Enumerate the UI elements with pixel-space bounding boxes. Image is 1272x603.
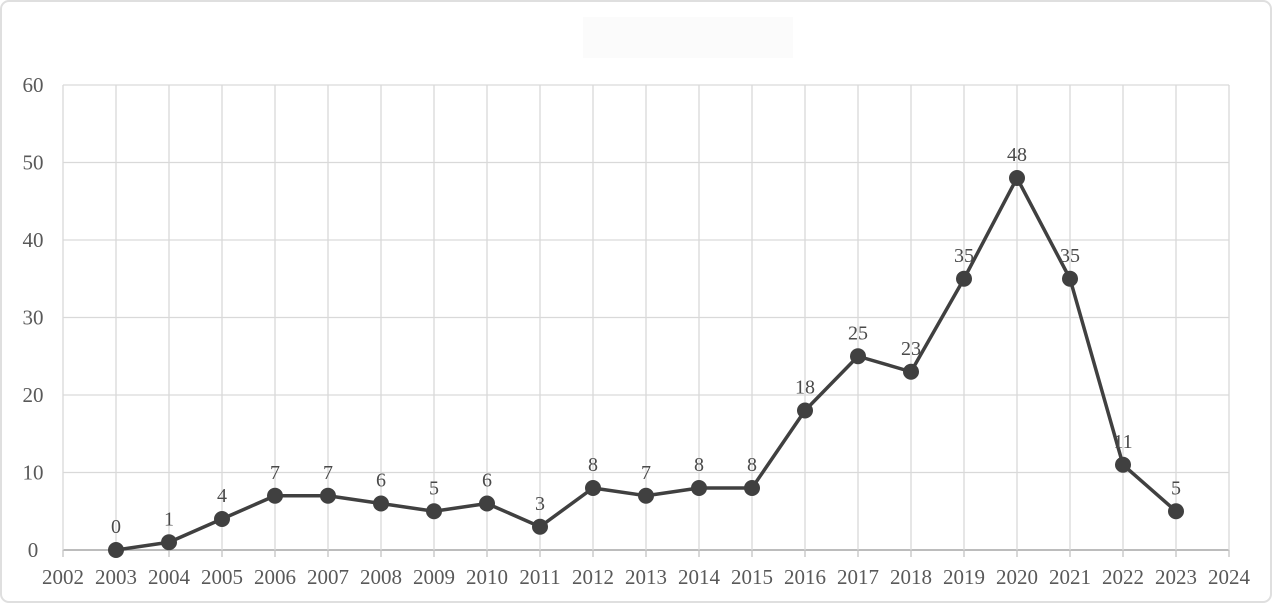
data-point-label: 18 bbox=[795, 377, 815, 399]
x-tick-label: 2012 bbox=[572, 565, 614, 589]
x-tick-label: 2014 bbox=[678, 565, 721, 589]
y-tick-label: 30 bbox=[23, 306, 44, 330]
y-tick-label: 20 bbox=[23, 383, 44, 407]
data-point bbox=[744, 480, 760, 496]
data-point-label: 25 bbox=[848, 322, 868, 344]
x-tick-label: 2005 bbox=[201, 565, 243, 589]
data-point-label: 3 bbox=[535, 493, 545, 515]
x-tick-label: 2007 bbox=[307, 565, 349, 589]
data-point-label: 8 bbox=[588, 454, 598, 476]
y-tick-label: 50 bbox=[23, 151, 44, 175]
x-tick-label: 2024 bbox=[1208, 565, 1251, 589]
data-point bbox=[479, 495, 495, 512]
data-point-label: 1 bbox=[164, 508, 174, 530]
data-point bbox=[108, 542, 124, 558]
data-point-label: 35 bbox=[1060, 245, 1080, 267]
y-tick-label: 0 bbox=[28, 538, 39, 562]
x-tick-label: 2022 bbox=[1102, 565, 1144, 589]
data-point-label: 5 bbox=[1171, 477, 1181, 499]
data-point bbox=[797, 402, 813, 419]
x-tick-label: 2008 bbox=[360, 565, 402, 589]
data-point bbox=[214, 511, 230, 527]
x-tick-label: 2019 bbox=[943, 565, 985, 589]
data-point bbox=[638, 487, 654, 504]
x-tick-label: 2015 bbox=[731, 565, 773, 589]
data-point bbox=[956, 270, 972, 287]
x-tick-label: 2006 bbox=[254, 565, 296, 589]
x-tick-label: 2009 bbox=[413, 565, 455, 589]
x-tick-label: 2018 bbox=[890, 565, 932, 589]
data-point-label: 23 bbox=[901, 338, 921, 360]
data-point-label: 35 bbox=[954, 245, 974, 267]
data-point-label: 5 bbox=[429, 477, 439, 499]
data-point-label: 6 bbox=[376, 470, 386, 492]
x-tick-label: 2003 bbox=[95, 565, 137, 589]
data-point bbox=[585, 480, 601, 496]
data-point-label: 8 bbox=[694, 454, 704, 476]
data-point-label: 0 bbox=[111, 516, 121, 538]
data-point bbox=[1115, 456, 1131, 473]
x-tick-label: 2016 bbox=[784, 565, 826, 589]
data-point bbox=[426, 503, 442, 520]
x-tick-label: 2017 bbox=[837, 565, 879, 589]
data-point bbox=[1168, 503, 1184, 520]
data-point bbox=[267, 487, 283, 504]
data-point-label: 4 bbox=[217, 485, 227, 507]
data-point-label: 7 bbox=[641, 462, 651, 484]
data-point-label: 48 bbox=[1007, 144, 1027, 166]
data-point bbox=[320, 487, 336, 504]
data-point bbox=[161, 534, 177, 551]
data-point-label: 6 bbox=[482, 470, 492, 492]
data-point-label: 7 bbox=[270, 462, 280, 484]
x-tick-label: 2011 bbox=[519, 565, 560, 589]
data-point-label: 11 bbox=[1113, 431, 1132, 453]
data-point-label: 8 bbox=[747, 454, 757, 476]
x-tick-label: 2004 bbox=[148, 565, 191, 589]
data-point bbox=[532, 518, 548, 535]
data-point bbox=[1062, 270, 1078, 287]
chart-title-placeholder bbox=[583, 17, 793, 58]
data-point-label: 7 bbox=[323, 462, 333, 484]
y-tick-label: 10 bbox=[23, 461, 44, 485]
data-point bbox=[903, 363, 919, 380]
y-tick-label: 60 bbox=[23, 73, 44, 97]
y-tick-label: 40 bbox=[23, 228, 44, 252]
x-tick-label: 2010 bbox=[466, 565, 508, 589]
x-tick-label: 2020 bbox=[996, 565, 1038, 589]
x-tick-label: 2023 bbox=[1155, 565, 1197, 589]
data-point bbox=[1009, 170, 1025, 186]
x-tick-label: 2021 bbox=[1049, 565, 1091, 589]
x-tick-label: 2013 bbox=[625, 565, 667, 589]
data-point bbox=[691, 480, 707, 496]
x-tick-label: 2002 bbox=[42, 565, 84, 589]
data-point bbox=[373, 495, 389, 512]
data-point bbox=[850, 348, 866, 365]
